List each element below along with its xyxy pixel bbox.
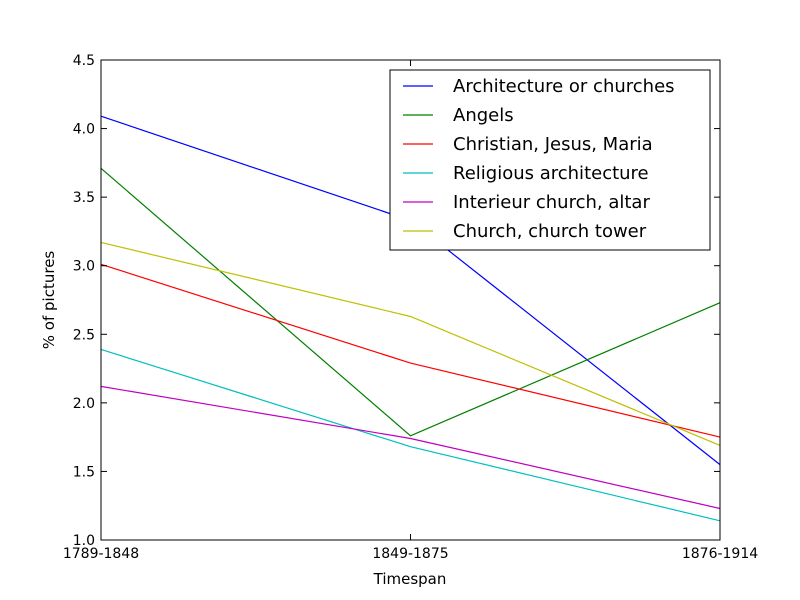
x-tick-label: 1849-1875 [372, 546, 448, 562]
legend-box [389, 69, 711, 251]
legend-label: Interieur church, altar [453, 192, 650, 213]
series-line [100, 241, 721, 446]
y-tick-label: 2.0 [73, 396, 95, 412]
legend-label: Church, church tower [453, 221, 647, 242]
y-tick-label: 3.5 [73, 190, 95, 206]
y-tick-label: 1.5 [73, 464, 95, 480]
legend-label: Christian, Jesus, Maria [453, 134, 653, 155]
y-tick-label: 3.0 [73, 259, 95, 275]
x-axis-label: Timespan [373, 570, 447, 588]
legend-label: Angels [453, 105, 514, 126]
ticks-layer: 1789-1848 1849-1875 1876-1914 1.0 1.5 2.0 2.5 3… [63, 53, 758, 562]
y-axis-label: % of pictures [40, 251, 58, 350]
series-line [100, 348, 721, 522]
legend-label: Architecture or churches [453, 76, 675, 97]
x-tick-label: 1789-1848 [63, 546, 139, 562]
legend-label: Religious architecture [453, 163, 649, 184]
legend: Architecture or churches Angels Christian,… [389, 69, 711, 251]
y-tick-label: 2.5 [73, 327, 95, 343]
plot-frame [100, 59, 721, 541]
x-tick-label: 1876-1914 [682, 546, 758, 562]
series-line [100, 263, 721, 438]
y-tick-label: 4.5 [73, 53, 95, 69]
series-line [100, 385, 721, 510]
y-tick-label: 1.0 [73, 533, 95, 549]
series-layer [100, 115, 721, 522]
y-tick-label: 4.0 [73, 122, 95, 138]
series-line [100, 167, 721, 437]
